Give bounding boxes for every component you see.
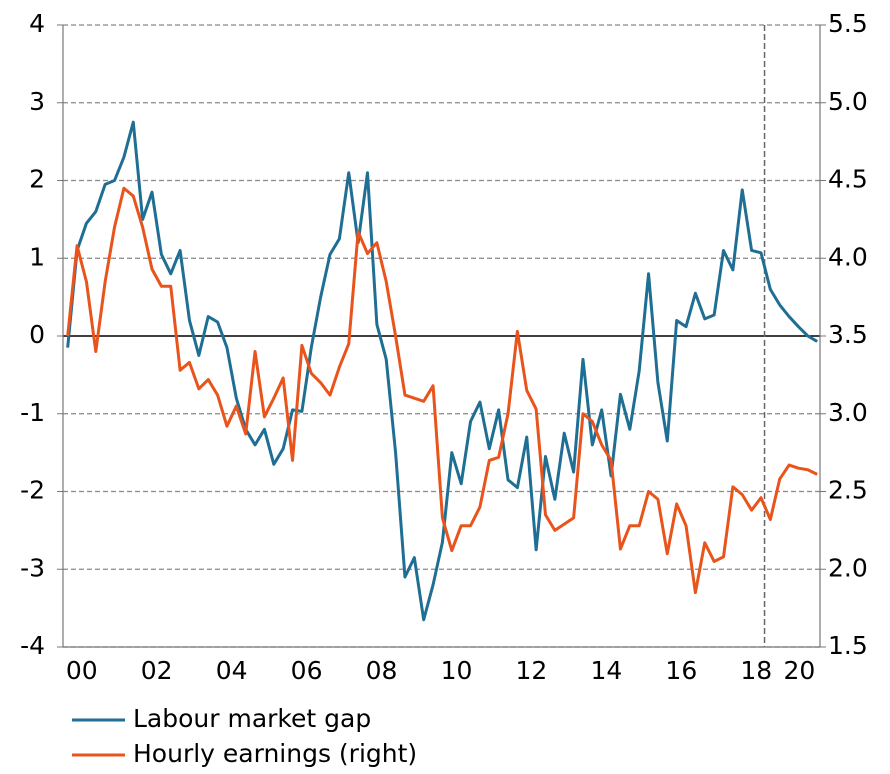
y-tick-label: -4 [20, 631, 45, 660]
x-tick-label: 08 [366, 656, 398, 685]
y2-tick-label: 2.5 [828, 476, 868, 505]
y2-tick-label: 5.0 [828, 87, 868, 116]
x-tick-label: 20 [783, 656, 815, 685]
y-tick-label: -2 [20, 476, 45, 505]
series-line [66, 120, 818, 622]
y-tick-label: 1 [29, 242, 45, 271]
x-tick-label: 14 [590, 656, 622, 685]
y-tick-label: -3 [20, 553, 45, 582]
x-tick-label: 18 [740, 656, 772, 685]
y-tick-label: 0 [29, 320, 45, 349]
y-tick-label: -1 [20, 398, 45, 427]
x-tick-label: 04 [216, 656, 248, 685]
y2-tick-label: 4.0 [828, 242, 868, 271]
legend-label: Labour market gap [133, 704, 371, 733]
y-tick-label: 2 [29, 165, 45, 194]
y-tick-label: 3 [29, 87, 45, 116]
x-tick-label: 02 [141, 656, 173, 685]
x-tick-label: 06 [291, 656, 323, 685]
legend-label: Hourly earnings (right) [133, 739, 417, 768]
x-tick-label: 00 [66, 656, 98, 685]
y2-tick-label: 2.0 [828, 553, 868, 582]
y2-tick-label: 3.5 [828, 320, 868, 349]
y2-tick-label: 3.0 [828, 398, 868, 427]
y-tick-label: 4 [29, 9, 45, 38]
x-tick-label: 10 [441, 656, 473, 685]
series-line [66, 186, 818, 595]
y2-tick-label: 5.5 [828, 9, 868, 38]
y2-tick-label: 1.5 [828, 631, 868, 660]
y2-tick-label: 4.5 [828, 165, 868, 194]
x-tick-label: 16 [665, 656, 697, 685]
x-tick-label: 12 [516, 656, 548, 685]
